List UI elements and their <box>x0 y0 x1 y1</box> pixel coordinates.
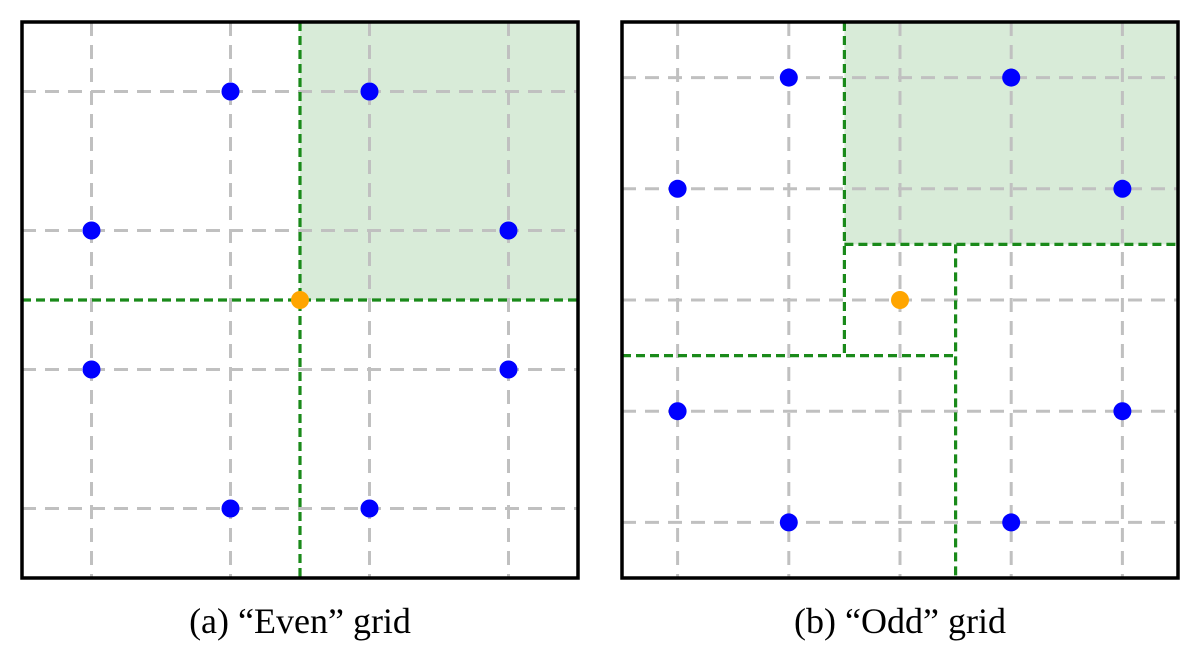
panel-frame <box>620 20 1180 580</box>
grid-point <box>1113 179 1132 198</box>
grid-point <box>221 82 240 101</box>
grid-point <box>360 82 379 101</box>
center-point <box>291 291 309 309</box>
grid-point <box>1113 402 1132 421</box>
grid-point <box>1002 513 1021 532</box>
grid-point <box>668 179 687 198</box>
shaded-region <box>300 22 578 300</box>
even-grid-panel <box>20 20 580 580</box>
grid-point <box>499 360 518 379</box>
panel-frame <box>20 20 580 580</box>
grid-point <box>82 360 101 379</box>
grid-point <box>779 68 798 87</box>
odd-grid-caption: (b) “Odd” grid <box>794 601 1006 641</box>
odd-grid-panel <box>620 20 1180 580</box>
grid-point <box>668 402 687 421</box>
grid-point <box>1002 68 1021 87</box>
grid-point <box>221 499 240 518</box>
center-point <box>891 291 909 309</box>
even-grid-caption: (a) “Even” grid <box>189 601 411 641</box>
grid-point <box>499 221 518 240</box>
grid-point <box>779 513 798 532</box>
grid-point <box>82 221 101 240</box>
grid-point <box>360 499 379 518</box>
